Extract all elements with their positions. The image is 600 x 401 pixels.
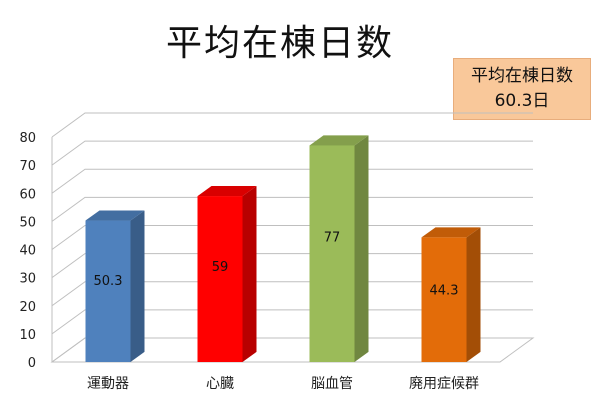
gridline bbox=[51, 309, 533, 335]
gridline bbox=[51, 168, 533, 194]
y-tick-label: 30 bbox=[19, 272, 36, 287]
bar-value-label: 50.3 bbox=[94, 274, 123, 289]
y-tick-label: 80 bbox=[19, 131, 36, 146]
y-tick-label: 70 bbox=[19, 159, 36, 174]
gridline bbox=[51, 281, 533, 307]
bar-side bbox=[130, 210, 145, 362]
y-tick-label: 10 bbox=[19, 328, 36, 343]
chart-title: 平均在棟日数 bbox=[165, 23, 394, 64]
gridline bbox=[51, 337, 533, 363]
bar bbox=[85, 220, 131, 362]
bars-layer bbox=[85, 135, 481, 362]
bar-top bbox=[421, 227, 481, 238]
gridline bbox=[51, 112, 533, 138]
y-tick-label: 20 bbox=[19, 300, 36, 315]
summary-label: 平均在棟日数 bbox=[471, 66, 573, 86]
bar-value-label: 77 bbox=[324, 230, 341, 245]
y-axis-ticks: 0 10 20 30 40 50 60 70 80 bbox=[19, 131, 36, 371]
bar-side bbox=[466, 227, 481, 362]
bar-value-label: 44.3 bbox=[430, 284, 459, 299]
grid-layer bbox=[50, 112, 535, 363]
y-tick-label: 40 bbox=[19, 244, 36, 259]
bar-side bbox=[354, 135, 369, 362]
gridline bbox=[51, 253, 533, 279]
bar-side bbox=[242, 185, 257, 362]
y-tick-label: 60 bbox=[19, 187, 36, 202]
y-tick-label: 0 bbox=[28, 356, 36, 371]
bar bbox=[309, 145, 355, 362]
bar-value-label: 59 bbox=[212, 260, 229, 275]
bar-top bbox=[197, 185, 257, 197]
x-category-label: 脳血管 bbox=[311, 376, 353, 392]
bar bbox=[421, 237, 467, 362]
labels-layer: 50.3 運動器 59 心臓 77 脳血管 44.3 廃用症候群 bbox=[87, 230, 479, 392]
gridline bbox=[51, 196, 533, 222]
bar-top bbox=[85, 210, 145, 221]
x-category-label: 廃用症候群 bbox=[409, 375, 479, 392]
gridline bbox=[51, 140, 533, 166]
x-category-label: 運動器 bbox=[87, 376, 129, 392]
y-tick-label: 50 bbox=[19, 215, 36, 230]
bar bbox=[197, 196, 243, 362]
x-category-label: 心臓 bbox=[206, 376, 234, 392]
summary-value: 60.3日 bbox=[494, 91, 550, 111]
bar-top bbox=[309, 135, 369, 146]
summary-annotation-box: 平均在棟日数 60.3日 bbox=[453, 58, 591, 120]
gridline bbox=[51, 225, 533, 250]
